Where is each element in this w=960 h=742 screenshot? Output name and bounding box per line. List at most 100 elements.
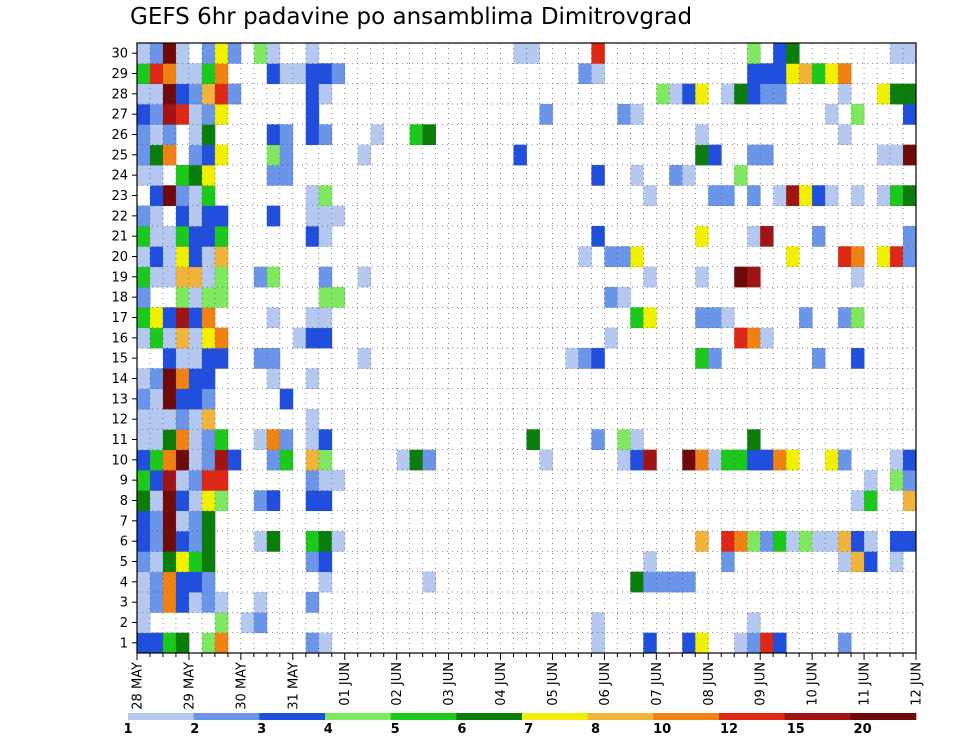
heatmap-cell: [825, 63, 839, 85]
heatmap-cell: [175, 531, 190, 552]
heatmap-cell: [149, 551, 164, 573]
heatmap-cell: [305, 205, 320, 227]
heatmap-cell: [162, 144, 177, 166]
heatmap-cell: [864, 531, 878, 552]
colorbar-swatch: [587, 713, 654, 720]
heatmap-cell: [591, 226, 605, 247]
heatmap-cell: [708, 449, 722, 471]
heatmap-cell: [149, 470, 164, 491]
heatmap-cell: [279, 388, 294, 410]
heatmap-cell: [162, 63, 177, 85]
x-tick-label: 11 JUN: [858, 662, 873, 706]
heatmap-cell: [227, 449, 242, 471]
heatmap-cell: [266, 144, 281, 166]
heatmap-cell: [318, 287, 333, 308]
heatmap-cell: [773, 185, 787, 207]
heatmap-cell: [201, 327, 216, 349]
heatmap-cell: [604, 287, 618, 308]
heatmap-cell: [539, 449, 553, 471]
heatmap-cell: [279, 63, 294, 85]
heatmap-cell: [149, 327, 164, 349]
heatmap-cell: [201, 104, 216, 125]
heatmap-cell: [760, 226, 774, 247]
heatmap-cell: [149, 510, 164, 532]
heatmap-cell: [175, 348, 190, 369]
colorbar-swatch: [128, 713, 194, 720]
heatmap-cell: [149, 165, 164, 186]
heatmap-cell: [188, 165, 203, 186]
heatmap-cell: [617, 429, 631, 451]
y-tick-label: 17: [111, 311, 128, 326]
heatmap-cell: [149, 185, 164, 207]
heatmap-cell: [331, 205, 346, 227]
x-tick-label: 03 JUN: [442, 662, 457, 706]
heatmap-cell: [137, 83, 151, 105]
heatmap-cell: [318, 490, 333, 512]
heatmap-cell: [305, 531, 320, 552]
heatmap-cell: [137, 124, 151, 146]
heatmap-cell: [305, 226, 320, 247]
heatmap-cell: [279, 124, 294, 146]
heatmap-cell: [786, 531, 800, 552]
heatmap-cell: [565, 348, 579, 369]
heatmap-cell: [149, 307, 164, 329]
heatmap-cell: [149, 592, 164, 613]
heatmap-cell: [630, 307, 644, 329]
heatmap-cell: [201, 307, 216, 329]
heatmap-cell: [279, 144, 294, 166]
heatmap-cell: [838, 531, 852, 552]
heatmap-cell: [188, 551, 203, 573]
heatmap-cell: [747, 612, 761, 634]
heatmap-cell: [591, 429, 605, 451]
heatmap-cell: [838, 449, 852, 471]
heatmap-cell: [318, 531, 333, 552]
heatmap-cell: [266, 368, 281, 390]
heatmap-cell: [188, 124, 203, 146]
heatmap-cell: [786, 246, 800, 268]
heatmap-cell: [201, 368, 216, 390]
heatmap-cell: [214, 327, 229, 349]
heatmap-cell: [214, 266, 229, 288]
x-tick-label: 30 MAY: [234, 662, 249, 710]
heatmap-cell: [838, 307, 852, 329]
heatmap-cell: [188, 246, 203, 268]
heatmap-cell: [643, 185, 657, 207]
heatmap-cell: [188, 144, 203, 166]
heatmap-cell: [137, 449, 151, 471]
heatmap-cell: [747, 327, 761, 349]
heatmap-cell: [760, 632, 774, 654]
heatmap-cell: [331, 63, 346, 85]
heatmap-cell: [201, 429, 216, 451]
heatmap-cell: [137, 612, 151, 634]
heatmap-cell: [643, 551, 657, 573]
heatmap-cell: [630, 104, 644, 125]
y-tick-label: 7: [120, 514, 128, 529]
heatmap-cell: [253, 592, 268, 613]
heatmap-cell: [903, 490, 917, 512]
heatmap-cell: [318, 551, 333, 573]
heatmap-cell: [201, 144, 216, 166]
heatmap-cell: [747, 449, 761, 471]
heatmap-cell: [201, 409, 216, 430]
heatmap-cell: [201, 63, 216, 85]
heatmap-cell: [162, 429, 177, 451]
y-tick-label: 18: [111, 291, 128, 306]
heatmap-cell: [149, 144, 164, 166]
heatmap-cell: [812, 63, 826, 85]
heatmap-cell: [903, 246, 917, 268]
heatmap-cell: [137, 490, 151, 512]
heatmap-cell: [188, 185, 203, 207]
y-tick-label: 29: [111, 67, 128, 82]
heatmap-cell: [149, 43, 164, 64]
heatmap-cell: [591, 632, 605, 654]
y-tick-label: 28: [111, 87, 128, 102]
x-tick-label: 01 JUN: [338, 662, 353, 706]
heatmap-cell: [721, 83, 735, 105]
heatmap-cell: [279, 429, 294, 451]
heatmap-cell: [903, 144, 917, 166]
heatmap-cell: [760, 83, 774, 105]
heatmap-cell: [747, 266, 761, 288]
y-tick-label: 19: [111, 270, 128, 285]
heatmap-cell: [266, 307, 281, 329]
heatmap-cell: [137, 63, 151, 85]
